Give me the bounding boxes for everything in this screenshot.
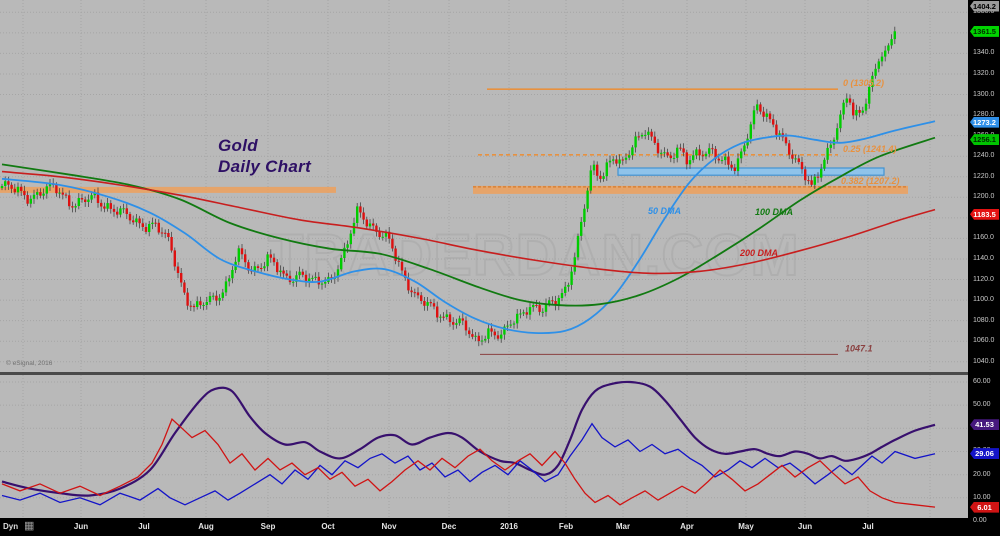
price-axis-tick: 1040.0 <box>973 357 995 365</box>
price-badge: 1256.1 <box>970 134 999 146</box>
price-panel[interactable]: 50 DMA 100 DMA 200 DMA 0 (1305.2) 0.25 (1241… <box>0 0 968 372</box>
month-label: Dec <box>441 522 457 531</box>
indicator-line-purple <box>1 380 936 497</box>
svg-text:0 (1305.2): 0 (1305.2) <box>843 78 884 88</box>
svg-text:100 DMA: 100 DMA <box>755 207 793 217</box>
dyn-tab[interactable]: Dyn <box>3 522 19 531</box>
price-axis[interactable]: 1380.01360.01340.01320.01300.01280.01260… <box>968 0 1000 536</box>
price-badge: 1404.2 <box>970 0 999 12</box>
time-axis[interactable]: Dyn ▦ 06/08/2016 JunJulAugSepOctNovDec20… <box>0 518 968 536</box>
indicator-line-blue <box>1 422 936 506</box>
svg-text:0.25 (1241.4): 0.25 (1241.4) <box>843 144 897 154</box>
price-axis-tick: 1280.0 <box>973 111 995 119</box>
price-badge: 1273.2 <box>970 116 999 128</box>
level-labels: 0 (1305.2) 0.25 (1241.4) 0.382 (1207.2) 104… <box>841 78 900 353</box>
month-label: Mar <box>615 522 631 531</box>
month-label: Aug <box>198 522 214 531</box>
price-axis-tick: 1220.0 <box>973 172 995 180</box>
price-axis-tick: 1320.0 <box>973 69 995 77</box>
price-axis-tick: 1140.0 <box>973 254 994 262</box>
chart-title: Gold Daily Chart <box>218 135 311 177</box>
indicator-axis-tick: 20.00 <box>973 470 991 478</box>
month-label: Apr <box>680 522 694 531</box>
month-label: Jun <box>797 522 813 531</box>
price-axis-tick: 1060.0 <box>973 337 995 345</box>
watermark: TRADERDAN.COM <box>267 222 800 289</box>
indicator-badge: 29.06 <box>970 448 999 460</box>
month-label: Oct <box>321 522 335 531</box>
indicator-axis-tick: 60.00 <box>973 377 991 385</box>
chart-title-line1: Gold <box>218 136 258 155</box>
month-label: Feb <box>558 522 574 531</box>
price-axis-tick: 1120.0 <box>973 275 994 283</box>
candles-layer <box>0 26 896 347</box>
ma-line-200-dma: 200 DMA <box>1 170 936 275</box>
indicator-line-red <box>1 417 936 508</box>
month-label: May <box>738 522 754 531</box>
month-label: Jun <box>73 522 89 531</box>
price-badge: 1183.5 <box>970 208 999 220</box>
price-badge: 1361.5 <box>970 25 999 37</box>
ma-line-100-dma: 100 DMA <box>1 136 936 307</box>
svg-text:200 DMA: 200 DMA <box>739 248 778 258</box>
price-axis-tick: 1200.0 <box>973 193 995 201</box>
price-axis-tick: 1160.0 <box>973 234 994 242</box>
svg-text:50 DMA: 50 DMA <box>648 206 681 216</box>
price-axis-tick: 1100.0 <box>973 296 994 304</box>
price-axis-tick: 1240.0 <box>973 152 995 160</box>
copyright-note: © eSignal, 2016 <box>6 360 53 367</box>
indicator-badge: 41.53 <box>970 419 999 431</box>
month-label: 2016 <box>500 522 518 531</box>
indicator-axis-tick: 0.00 <box>973 517 987 524</box>
panel-separator[interactable] <box>0 372 968 375</box>
price-axis-tick: 1080.0 <box>973 316 995 324</box>
price-axis-tick: 1380.0 <box>973 8 995 16</box>
grid-icon[interactable]: ▦ <box>24 520 35 532</box>
ma-line-50-dma: 50 DMA <box>1 120 936 335</box>
svg-text:1047.1: 1047.1 <box>845 343 873 353</box>
month-label: Jul <box>138 522 150 531</box>
fib-levels <box>0 88 908 355</box>
month-label: Nov <box>381 522 397 531</box>
indicator-panel[interactable] <box>0 375 968 518</box>
indicator-axis-tick: 10.00 <box>973 493 991 501</box>
indicator-axis-tick: 50.00 <box>973 401 991 409</box>
month-label: Jul <box>862 522 874 531</box>
chart-title-line2: Daily Chart <box>218 157 312 176</box>
price-axis-tick: 1300.0 <box>973 90 995 98</box>
indicator-badge: 6.01 <box>970 501 999 513</box>
month-label: Sep <box>260 522 276 531</box>
price-axis-tick: 1340.0 <box>973 49 995 57</box>
svg-text:0.382 (1207.2): 0.382 (1207.2) <box>841 176 900 186</box>
